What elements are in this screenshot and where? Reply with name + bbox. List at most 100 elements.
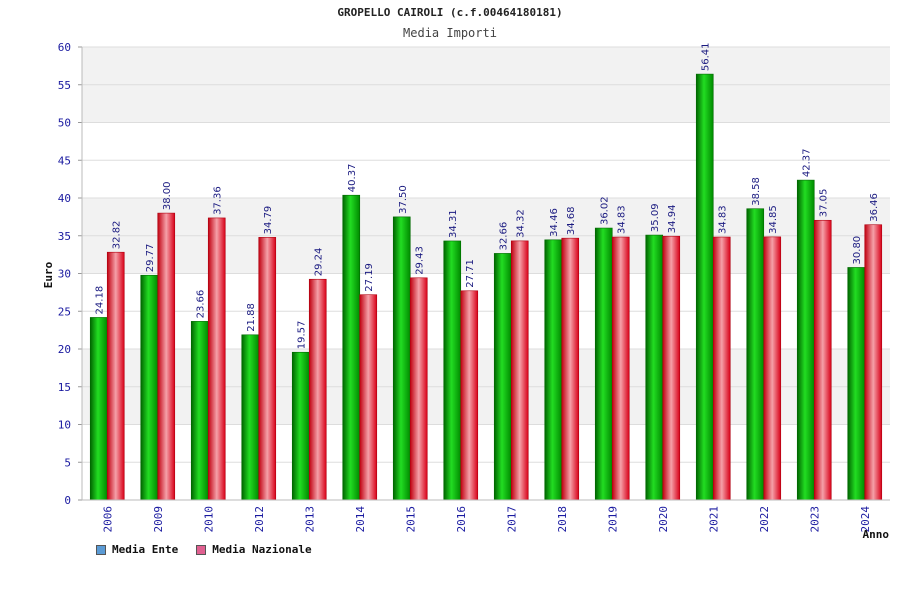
x-tick-label: 2015 xyxy=(404,506,417,533)
bar-media-ente-2021 xyxy=(695,73,714,501)
legend-label-media-ente: Media Ente xyxy=(112,543,179,556)
y-tick-label: 20 xyxy=(58,343,71,356)
bar-media-ente-2014 xyxy=(342,194,361,501)
data-label: 29.77 xyxy=(145,244,156,273)
y-tick-label: 35 xyxy=(58,230,71,243)
data-label: 34.83 xyxy=(617,205,628,234)
bar-media-ente-2022 xyxy=(746,208,765,501)
data-label: 38.00 xyxy=(162,181,173,210)
chart-subtitle: Media Importi xyxy=(403,26,497,40)
data-label: 19.57 xyxy=(297,321,308,350)
data-label: 32.66 xyxy=(499,222,510,251)
y-tick-label: 15 xyxy=(58,381,71,394)
data-label: 27.71 xyxy=(465,259,476,288)
y-tick-label: 55 xyxy=(58,79,71,92)
data-label: 34.68 xyxy=(566,207,577,236)
y-tick-label: 45 xyxy=(58,154,71,167)
bar-media-nazionale-2015 xyxy=(409,277,428,501)
x-tick-label: 2024 xyxy=(859,506,872,533)
data-label: 24.18 xyxy=(95,286,106,315)
y-tick-label: 30 xyxy=(58,268,71,281)
data-label: 37.50 xyxy=(398,185,409,214)
x-tick-label: 2010 xyxy=(202,506,215,533)
grid-band xyxy=(82,47,890,85)
bar-media-ente-2023 xyxy=(796,179,815,501)
data-label: 29.24 xyxy=(314,248,325,277)
data-label: 34.85 xyxy=(768,205,779,234)
data-label: 37.36 xyxy=(213,186,224,215)
data-label: 34.46 xyxy=(549,208,560,237)
bar-media-nazionale-2012 xyxy=(258,237,277,501)
data-label: 29.43 xyxy=(415,246,426,275)
x-tick-label: 2021 xyxy=(707,506,720,533)
x-tick-label: 2017 xyxy=(505,506,518,533)
x-tick-label: 2012 xyxy=(253,506,266,533)
data-label: 34.31 xyxy=(448,209,459,238)
bar-media-nazionale-2016 xyxy=(460,290,479,501)
bar-media-ente-2017 xyxy=(493,253,512,501)
y-tick-label: 10 xyxy=(58,419,71,432)
data-label: 38.58 xyxy=(751,177,762,206)
bar-media-ente-2016 xyxy=(443,240,462,501)
x-axis-label: Anno xyxy=(863,528,890,541)
bar-media-ente-2010 xyxy=(190,321,209,501)
bar-media-ente-2015 xyxy=(392,216,411,501)
bar-media-nazionale-2024 xyxy=(864,224,883,501)
y-axis-label: Euro xyxy=(42,261,55,288)
data-label: 30.80 xyxy=(852,236,863,265)
data-label: 36.02 xyxy=(600,196,611,225)
x-tick-label: 2016 xyxy=(455,506,468,533)
data-label: 27.19 xyxy=(364,263,375,292)
bar-media-ente-2009 xyxy=(140,274,159,501)
x-tick-label: 2020 xyxy=(657,506,670,533)
data-label: 34.94 xyxy=(667,205,678,234)
bar-media-nazionale-2014 xyxy=(359,294,378,501)
x-tick-label: 2013 xyxy=(303,506,316,533)
y-tick-label: 40 xyxy=(58,192,71,205)
x-tick-label: 2009 xyxy=(152,506,165,533)
x-tick-label: 2018 xyxy=(556,506,569,533)
x-tick-label: 2022 xyxy=(758,506,771,533)
data-label: 37.05 xyxy=(819,189,830,218)
y-tick-label: 50 xyxy=(58,117,71,130)
bar-media-nazionale-2019 xyxy=(611,236,630,501)
legend-item-media-nazionale: Media Nazionale xyxy=(196,543,312,556)
bar-media-ente-2018 xyxy=(544,239,563,501)
grid-band xyxy=(82,160,890,198)
bar-media-ente-2020 xyxy=(645,234,664,501)
bar-media-nazionale-2021 xyxy=(712,236,731,501)
y-tick-label: 60 xyxy=(58,41,71,54)
legend-swatch-media-nazionale xyxy=(196,544,207,555)
grid-band xyxy=(82,84,890,123)
data-label: 40.37 xyxy=(347,164,358,193)
bar-media-ente-2013 xyxy=(291,351,310,501)
data-label: 36.46 xyxy=(869,193,880,222)
data-label: 34.79 xyxy=(263,206,274,235)
x-tick-label: 2019 xyxy=(606,506,619,533)
y-tick-label: 5 xyxy=(64,456,71,469)
grid-band xyxy=(82,122,890,161)
bar-media-nazionale-2023 xyxy=(813,219,832,501)
data-label: 42.37 xyxy=(802,148,813,177)
bar-media-nazionale-2020 xyxy=(662,235,681,501)
legend-label-media-nazionale: Media Nazionale xyxy=(212,543,312,556)
bar-media-ente-2006 xyxy=(89,317,108,501)
data-label: 34.83 xyxy=(718,205,729,234)
data-label: 21.88 xyxy=(246,303,257,332)
legend-item-media-ente: Media Ente xyxy=(96,543,178,556)
y-tick-label: 0 xyxy=(64,494,71,507)
data-label: 34.32 xyxy=(516,209,527,238)
x-tick-label: 2006 xyxy=(101,506,114,533)
legend: Media Ente Media Nazionale xyxy=(96,543,312,556)
bar-media-nazionale-2009 xyxy=(157,212,176,501)
bar-media-ente-2019 xyxy=(594,227,613,501)
data-label: 32.82 xyxy=(112,221,123,250)
bar-media-ente-2024 xyxy=(847,267,866,501)
bar-media-nazionale-2010 xyxy=(207,217,226,501)
data-label: 35.09 xyxy=(650,203,661,232)
y-tick-label: 25 xyxy=(58,305,71,318)
legend-swatch-media-ente xyxy=(96,544,106,555)
bar-media-nazionale-2022 xyxy=(763,236,782,501)
bar-media-nazionale-2018 xyxy=(561,237,580,501)
